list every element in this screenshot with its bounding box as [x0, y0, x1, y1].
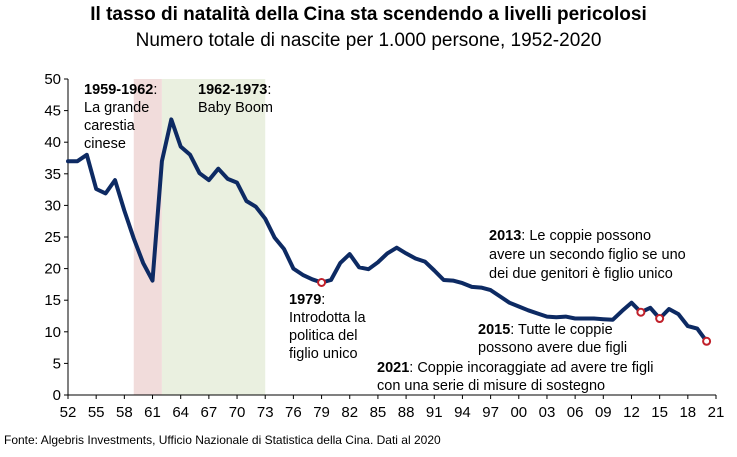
annotation-heading: 1959-1962: — [84, 82, 157, 98]
chart-annotations: 1959-1962: La grande carestia cinese 1962-19… — [84, 82, 686, 394]
event-marker — [702, 336, 712, 346]
annotation-5: 2015: Tutte le coppie possono avere due f… — [478, 322, 627, 356]
annotation-2: 1962-1973: Baby Boom — [198, 82, 273, 116]
y-tick-label: 15 — [44, 292, 61, 309]
event-marker — [636, 307, 646, 317]
y-tick-label: 5 — [53, 355, 61, 372]
annotation-line: con una serie di misure di sostegno — [377, 378, 605, 394]
x-tick-label: 55 — [88, 404, 105, 421]
x-tick-label: 91 — [426, 404, 443, 421]
event-marker — [655, 314, 665, 324]
y-tick-label: 50 — [44, 71, 61, 88]
y-tick-label: 0 — [53, 387, 61, 404]
x-tick-label: 09 — [595, 404, 612, 421]
x-tick-label: 64 — [172, 404, 189, 421]
x-tick-label: 79 — [313, 404, 330, 421]
chart-subtitle: Numero totale di nascite per 1.000 perso… — [135, 30, 602, 51]
annotation-heading: 1979: — [289, 292, 325, 308]
x-tick-label: 97 — [482, 404, 499, 421]
x-tick-label: 18 — [679, 404, 696, 421]
x-tick-label: 61 — [144, 404, 161, 421]
annotation-6: 2021: Coppie incoraggiate ad avere tre f… — [377, 360, 654, 394]
annotation-heading: 2021: Coppie incoraggiate ad avere tre f… — [377, 360, 654, 376]
annotation-4: 2013: Le coppie possono avere un secondo … — [489, 228, 686, 282]
chart-title: Il tasso di natalità della Cina sta scen… — [90, 4, 647, 25]
birth-rate-line — [66, 117, 709, 344]
event-marker — [317, 278, 327, 288]
annotation-heading: 2015: Tutte le coppie — [478, 322, 613, 338]
x-tick-label: 85 — [370, 404, 387, 421]
y-tick-label: 10 — [44, 324, 61, 341]
annotation-line: Introdotta la — [289, 310, 367, 326]
highlight-band-2 — [161, 79, 266, 395]
annotation-heading: 1962-1973: — [198, 82, 271, 98]
annotation-3: 1979: Introdotta la politica del figlio uni… — [289, 292, 367, 362]
y-tick-label: 40 — [44, 134, 61, 151]
x-tick-label: 06 — [567, 404, 584, 421]
x-tick-label: 88 — [398, 404, 415, 421]
y-tick-label: 25 — [44, 229, 61, 246]
y-tick-label: 30 — [44, 197, 61, 214]
highlight-bands — [133, 79, 266, 395]
annotation-line: La grande — [84, 100, 149, 116]
source-note: Fonte: Algebris Investments, Ufficio Naz… — [4, 433, 441, 447]
x-tick-label: 58 — [116, 404, 133, 421]
annotation-line: avere un secondo figlio se uno — [489, 247, 686, 263]
x-tick-label: 03 — [539, 404, 556, 421]
annotation-line: Baby Boom — [198, 100, 273, 116]
x-tick-label: 70 — [229, 404, 246, 421]
x-tick-label: 21 — [708, 404, 725, 421]
y-tick-label: 35 — [44, 166, 61, 183]
x-tick-label: 00 — [510, 404, 527, 421]
annotation-heading: 2013: Le coppie possono — [489, 228, 651, 244]
chart-axes: 0 5 10 15 20 25 30 35 40 45 50 52 55 58 61 64 67 70 73 76 79… — [44, 71, 724, 421]
x-tick-label: 12 — [623, 404, 640, 421]
y-tick-label: 45 — [44, 103, 61, 120]
annotation-line: figlio unico — [289, 346, 358, 362]
x-tick-label: 76 — [285, 404, 302, 421]
x-tick-label: 67 — [201, 404, 218, 421]
annotation-1: 1959-1962: La grande carestia cinese — [84, 82, 157, 152]
x-tick-label: 94 — [454, 404, 471, 421]
annotation-line: cinese — [84, 136, 126, 152]
annotation-line: dei due genitori è figlio unico — [489, 266, 673, 282]
annotation-line: carestia — [84, 118, 136, 134]
x-tick-label: 15 — [651, 404, 668, 421]
x-tick-label: 73 — [257, 404, 274, 421]
annotation-line: politica del — [289, 328, 358, 344]
x-tick-label: 82 — [341, 404, 358, 421]
y-tick-label: 20 — [44, 261, 61, 278]
x-tick-label: 52 — [60, 404, 77, 421]
birth-rate-series — [66, 117, 712, 346]
annotation-line: possono avere due figli — [478, 340, 627, 356]
